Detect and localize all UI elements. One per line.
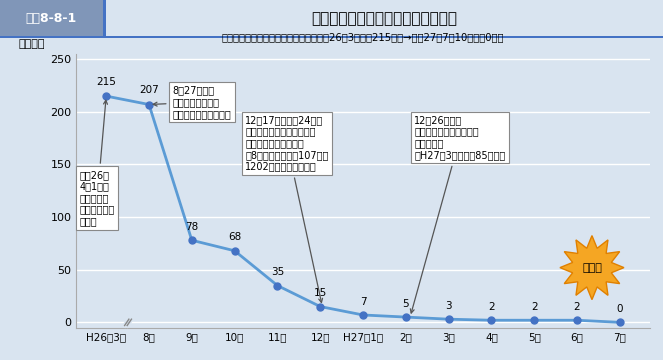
Text: 図表8-8-1: 図表8-8-1	[25, 12, 77, 26]
Text: 215: 215	[96, 77, 116, 87]
Text: 平成26年
4月1日：
指定薬物の
所持・使用等
に罰則: 平成26年 4月1日： 指定薬物の 所持・使用等 に罰則	[80, 100, 115, 226]
Polygon shape	[560, 235, 624, 300]
Text: 2: 2	[488, 302, 495, 312]
Text: 危険ドラッグ販売店舗等の取締状況: 危険ドラッグ販売店舗等の取締状況	[312, 12, 457, 26]
Text: 7: 7	[360, 297, 366, 307]
Text: 12月17日〜２月24日：
改正法に基づく検査命令・
販売等停止命令を実施
（8月からの累計で107店舗
1202製品に検査命令）: 12月17日〜２月24日： 改正法に基づく検査命令・ 販売等停止命令を実施 （8…	[245, 115, 329, 302]
Text: 35: 35	[271, 267, 284, 277]
Text: 2: 2	[531, 302, 538, 312]
Text: 78: 78	[185, 222, 198, 232]
Text: 68: 68	[228, 232, 241, 242]
Text: 8月27日〜：
初めて検査命令・
販売等停止命令を実施: 8月27日〜： 初めて検査命令・ 販売等停止命令を実施	[153, 86, 231, 119]
Text: 0: 0	[617, 304, 623, 314]
Text: 2: 2	[573, 302, 580, 312]
Text: （店舗）: （店舗）	[19, 39, 45, 49]
Bar	[0, 0, 103, 38]
Text: 15: 15	[314, 288, 327, 298]
Text: 207: 207	[139, 85, 159, 95]
Text: 壊滅！: 壊滅！	[582, 262, 602, 273]
Bar	[0, 36, 663, 38]
Bar	[103, 0, 106, 38]
Text: 【危険ドラッグ販売店舗数の推移】平成26年3月時点215店舗→平成27年7月10日時点0店舗: 【危険ドラッグ販売店舗数の推移】平成26年3月時点215店舗→平成27年7月10…	[221, 32, 505, 42]
Text: 5: 5	[402, 299, 409, 309]
Text: 3: 3	[446, 301, 452, 311]
Text: 12月26日〜：
改正法に基づく命令対象
物品の告示
（H27年3月末：計85物品）: 12月26日〜： 改正法に基づく命令対象 物品の告示 （H27年3月末：計85物…	[410, 115, 506, 313]
